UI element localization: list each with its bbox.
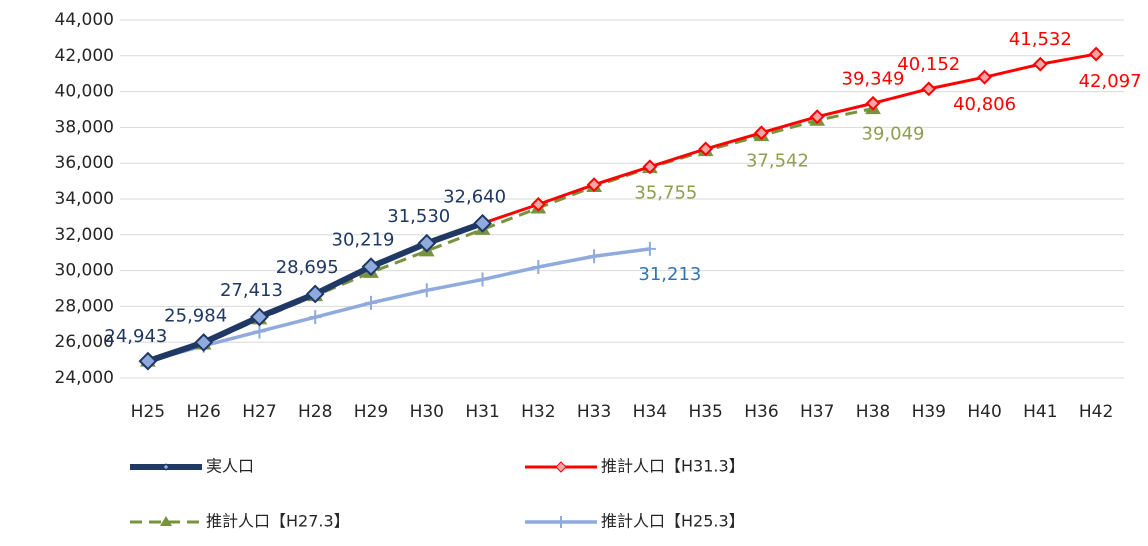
marker <box>921 81 937 97</box>
marker <box>476 272 489 287</box>
value-label: 25,984 <box>164 305 227 326</box>
y-tick-label: 30,000 <box>55 261 114 281</box>
value-label: 40,806 <box>953 94 1016 115</box>
value-label: 27,413 <box>220 280 283 301</box>
legend-label: 推計人口【H27.3】 <box>206 512 350 531</box>
marker <box>642 159 658 175</box>
value-label: 42,097 <box>1079 71 1142 92</box>
legend-label: 実人口 <box>206 457 254 476</box>
marker <box>253 324 266 339</box>
x-tick-label: H27 <box>242 402 276 422</box>
value-label: 32,640 <box>443 186 506 207</box>
y-tick-label: 34,000 <box>55 189 114 209</box>
y-tick-label: 44,000 <box>55 10 114 30</box>
marker <box>417 233 437 253</box>
x-tick-label: H36 <box>744 402 778 422</box>
legend-marker <box>555 461 567 473</box>
x-tick-label: H42 <box>1079 402 1113 422</box>
value-label: 31,530 <box>387 206 450 227</box>
marker <box>588 249 601 264</box>
series-line <box>482 52 1097 225</box>
value-label: 35,755 <box>634 183 697 204</box>
legend-label: 推計人口【H25.3】 <box>601 512 745 531</box>
value-label: 24,943 <box>104 326 167 347</box>
legend-marker <box>160 516 172 526</box>
marker <box>361 257 381 277</box>
marker <box>138 351 158 371</box>
series-line <box>147 107 874 363</box>
y-tick-label: 40,000 <box>55 82 114 102</box>
x-tick-label: H31 <box>465 402 499 422</box>
marker <box>643 241 656 256</box>
x-tick-label: H25 <box>131 402 165 422</box>
marker <box>1032 56 1048 72</box>
x-tick-label: H28 <box>298 402 332 422</box>
marker <box>305 284 325 304</box>
y-tick-label: 36,000 <box>55 153 114 173</box>
x-tick-label: H30 <box>410 402 444 422</box>
legend-item: 推計人口【H27.3】 <box>130 512 350 531</box>
x-tick-label: H33 <box>577 402 611 422</box>
x-tick-label: H41 <box>1023 402 1057 422</box>
y-tick-label: 28,000 <box>55 296 114 316</box>
legend-item: 推計人口【H25.3】 <box>525 512 745 531</box>
value-label: 28,695 <box>276 257 339 278</box>
legend-item: 推計人口【H31.3】 <box>525 457 745 476</box>
marker <box>865 95 881 111</box>
x-tick-label: H38 <box>856 402 890 422</box>
marker <box>530 196 546 212</box>
y-tick-label: 42,000 <box>55 46 114 66</box>
x-tick-label: H39 <box>912 402 946 422</box>
y-tick-label: 26,000 <box>55 332 114 352</box>
legend-marker <box>162 463 170 471</box>
marker <box>309 310 322 325</box>
marker <box>194 333 214 352</box>
y-tick-label: 32,000 <box>55 225 114 245</box>
x-tick-label: H34 <box>633 402 667 422</box>
value-label: 30,219 <box>332 230 395 251</box>
x-tick-label: H37 <box>800 402 834 422</box>
marker <box>473 213 492 233</box>
marker <box>586 177 602 193</box>
legend-label: 推計人口【H31.3】 <box>601 457 745 476</box>
value-label: 31,213 <box>638 264 701 285</box>
marker <box>420 283 433 298</box>
marker <box>754 125 769 141</box>
x-tick-label: H26 <box>186 402 220 422</box>
x-tick-label: H29 <box>354 402 388 422</box>
legend-item: 実人口 <box>130 457 254 476</box>
value-label: 41,532 <box>1009 29 1072 50</box>
marker <box>698 141 714 157</box>
value-label: 39,049 <box>862 124 925 145</box>
marker <box>809 109 825 125</box>
x-tick-label: H32 <box>521 402 555 422</box>
marker <box>1088 46 1104 62</box>
y-tick-label: 38,000 <box>55 117 114 137</box>
x-tick-label: H40 <box>967 402 1001 422</box>
marker <box>532 260 545 275</box>
marker <box>365 295 377 310</box>
y-tick-label: 24,000 <box>55 368 114 388</box>
x-tick-label: H35 <box>688 402 722 422</box>
value-label: 37,542 <box>746 151 809 172</box>
marker <box>250 307 269 327</box>
value-label: 40,152 <box>897 54 960 75</box>
value-label: 39,349 <box>842 68 905 89</box>
series-line <box>147 247 651 363</box>
marker <box>977 69 992 85</box>
